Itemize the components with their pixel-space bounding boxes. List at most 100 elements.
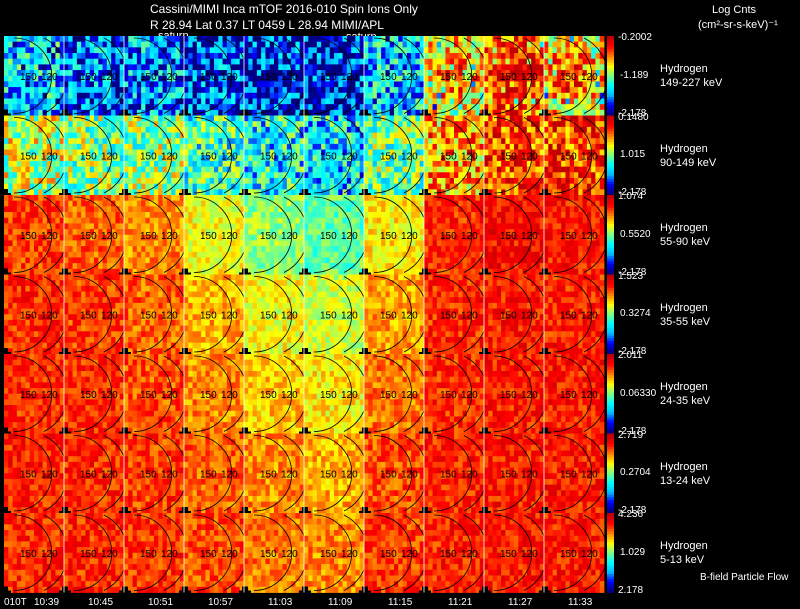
ring-label-outer: 150 [20, 151, 37, 162]
ring-label-inner: 120 [161, 151, 178, 162]
colorbar-mid: 0.2704 [620, 467, 651, 479]
arc-inner [193, 117, 233, 194]
ring-label-inner: 120 [401, 231, 418, 242]
ring-label-inner: 120 [101, 72, 118, 83]
arc-inner [313, 196, 353, 273]
ring-label-inner: 120 [581, 151, 598, 162]
ring-label-inner: 120 [281, 72, 298, 83]
ring-label-inner: 120 [521, 469, 538, 480]
ring-label-inner: 120 [41, 72, 58, 83]
ring-label-inner: 120 [41, 390, 58, 401]
ring-label-inner: 120 [101, 469, 118, 480]
panel-r6-p8: 150 120 [479, 513, 548, 599]
colorbar-mid: 1.029 [620, 546, 646, 558]
ring-label-outer: 150 [380, 72, 397, 83]
arc-inner [193, 435, 233, 512]
ring-label-inner: 120 [101, 310, 118, 321]
ring-label-outer: 150 [200, 151, 217, 162]
row-species-label: Hydrogen [660, 301, 708, 314]
ring-label-inner: 120 [461, 549, 478, 560]
time-tick-label: 11:21 [448, 597, 473, 608]
ring-label-inner: 120 [221, 310, 238, 321]
arc-inner [73, 435, 113, 512]
ring-label-outer: 150 [20, 72, 37, 83]
ring-label-outer: 150 [440, 390, 457, 401]
arc-inner [73, 37, 113, 114]
ring-label-outer: 150 [260, 231, 277, 242]
time-tick-label: 11:09 [328, 597, 353, 608]
ring-label-inner: 120 [101, 151, 118, 162]
colorbar-min: -2.178 [618, 505, 647, 516]
panel-r5-p0: 150 120 [0, 433, 68, 519]
arc-inner [313, 117, 353, 194]
ring-label-outer: 150 [500, 390, 517, 401]
ring-label-outer: 150 [560, 231, 577, 242]
arc-inner [433, 117, 473, 194]
panel-r0-p4: 150 120 [239, 36, 308, 122]
panel-r0-p9: 150 120 [539, 36, 608, 122]
units-title: Log Cnts [712, 4, 757, 16]
ring-label-outer: 150 [260, 549, 277, 560]
arc-inner [493, 117, 533, 194]
ring-label-inner: 120 [341, 310, 358, 321]
panel-r2-p1: 150 120 [59, 195, 128, 281]
ring-label-inner: 120 [281, 390, 298, 401]
arc-inner [313, 37, 353, 114]
panel-r3-p2: 150 120 [119, 274, 188, 360]
panel-r0-p5: 150 120 [299, 36, 368, 122]
ring-label-inner: 120 [161, 549, 178, 560]
ring-label-outer: 150 [560, 72, 577, 83]
arc-inner [373, 196, 413, 273]
ring-label-outer: 150 [20, 231, 37, 242]
corner-marker [59, 590, 71, 595]
ring-label-outer: 150 [80, 549, 97, 560]
row-energy-label: 24-35 keV [660, 395, 711, 407]
panel-r3-p7: 150 120 [419, 274, 488, 360]
time-tick-label: 10:51 [148, 597, 174, 608]
arc-inner [373, 355, 413, 432]
panel-r5-p1: 150 120 [59, 433, 128, 519]
panel-r2-p9: 150 120 [539, 195, 608, 281]
time-tick-label: 11:27 [508, 597, 533, 608]
ring-label-outer: 150 [200, 549, 217, 560]
colorbar-min: -2.178 [618, 266, 647, 278]
row-species-label: Hydrogen [660, 63, 708, 75]
panel-r5-p5: 150 120 [299, 433, 368, 519]
ring-label-outer: 150 [320, 151, 337, 162]
panel-r3-p8: 150 120 [479, 274, 548, 360]
arc-inner [13, 37, 53, 114]
arc-inner [13, 514, 53, 591]
arc-inner [73, 355, 113, 432]
arc-inner [373, 514, 413, 591]
ring-label-outer: 150 [80, 151, 97, 162]
ring-label-inner: 120 [41, 231, 58, 242]
ring-label-outer: 150 [380, 231, 397, 242]
arc-inner [133, 196, 173, 273]
colorbar-r2 [607, 195, 614, 275]
ring-label-outer: 150 [140, 231, 157, 242]
panel-r4-p0: 150 120 [0, 354, 68, 440]
row-energy-label: 55-90 keV [660, 236, 711, 248]
chart-subtitle: R 28.94 Lat 0.37 LT 0459 L 28.94 MIMI/AP… [150, 18, 384, 32]
panel-r1-p0: 150 120 [0, 115, 68, 201]
ring-label-inner: 120 [101, 549, 118, 560]
ring-label-outer: 150 [140, 310, 157, 321]
panel-r2-p7: 150 120 [419, 195, 488, 281]
ring-label-outer: 150 [80, 310, 97, 321]
ring-label-outer: 150 [440, 549, 457, 560]
colorbar-max: 2.011 [618, 350, 643, 361]
ring-label-outer: 150 [560, 390, 577, 401]
panel-r1-p5: 150 120 [299, 115, 368, 201]
arc-inner [13, 435, 53, 512]
ring-label-outer: 150 [140, 151, 157, 162]
ring-label-outer: 150 [20, 549, 37, 560]
arc-inner [553, 37, 593, 114]
panel-r4-p2: 150 120 [119, 354, 188, 440]
arc-inner [493, 514, 533, 591]
arc-inner [433, 355, 473, 432]
ring-label-outer: 150 [140, 469, 157, 480]
arc-inner [493, 37, 533, 114]
ring-label-outer: 150 [320, 390, 337, 401]
ring-label-inner: 120 [41, 310, 58, 321]
panel-r6-p1: 150 120 [59, 513, 128, 599]
